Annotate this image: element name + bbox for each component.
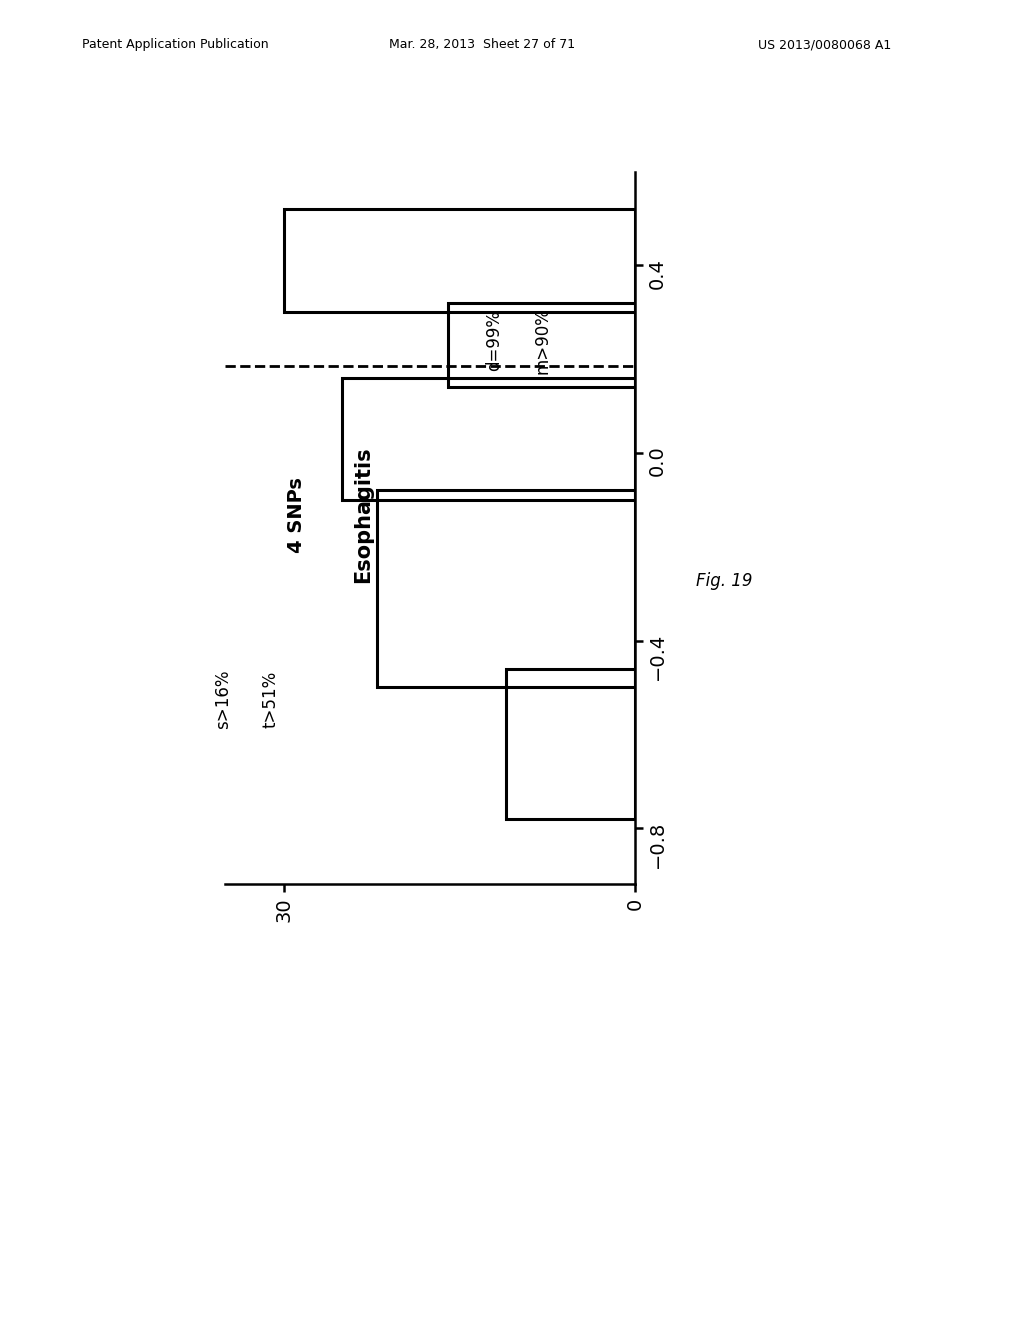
Bar — [342, 378, 635, 500]
Bar — [378, 491, 635, 688]
Text: d=99%: d=99% — [485, 310, 504, 371]
Bar — [506, 669, 635, 818]
Bar — [447, 302, 635, 387]
Text: m>90%: m>90% — [534, 308, 552, 374]
Bar — [284, 209, 635, 313]
Text: s>16%: s>16% — [214, 669, 232, 730]
Text: 4 SNPs: 4 SNPs — [288, 477, 306, 553]
Text: Mar. 28, 2013  Sheet 27 of 71: Mar. 28, 2013 Sheet 27 of 71 — [389, 38, 575, 51]
Text: Esophagitis: Esophagitis — [353, 446, 374, 583]
Text: t>51%: t>51% — [261, 671, 280, 729]
Text: US 2013/0080068 A1: US 2013/0080068 A1 — [758, 38, 891, 51]
Text: Patent Application Publication: Patent Application Publication — [82, 38, 268, 51]
Text: Fig. 19: Fig. 19 — [696, 572, 753, 590]
